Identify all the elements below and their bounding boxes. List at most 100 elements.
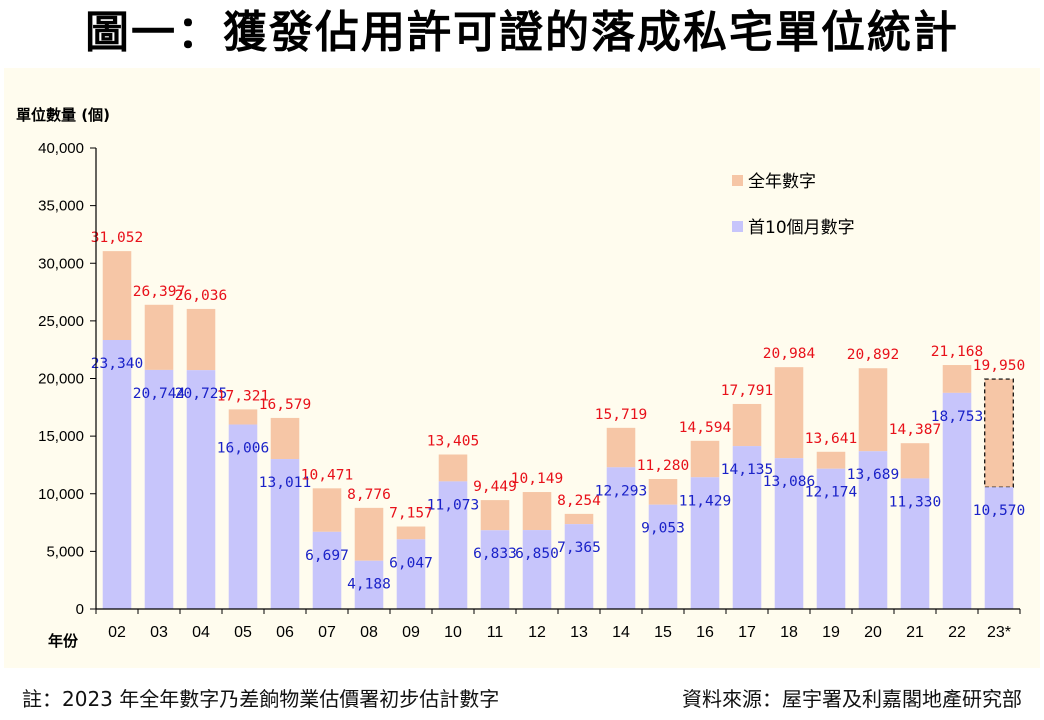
data-label-first-10-months: 13,011 [259,475,311,491]
x-tick-label: 09 [402,624,420,641]
bar-first-10-months [942,392,972,609]
y-tick-label: 0 [76,601,84,618]
bar-first-10-months [396,539,426,609]
bar-first-10-months [564,524,594,609]
data-label-first-10-months: 12,174 [805,485,858,501]
bar-full-year [354,507,384,561]
x-tick-label: 17 [738,624,756,641]
x-tick-label: 05 [234,624,252,641]
data-label-full-year: 20,984 [763,346,816,362]
bar-full-year [312,488,342,532]
bar-full-year [774,367,804,459]
y-tick-label: 15,000 [38,428,84,445]
bar-first-10-months [354,560,384,609]
data-label-full-year: 8,254 [557,493,601,509]
legend-label: 全年數字 [748,172,816,192]
bar-first-10-months [858,451,888,609]
bar-full-year [102,251,132,341]
data-label-first-10-months: 11,073 [427,497,479,513]
data-label-full-year: 31,052 [91,230,143,246]
data-label-full-year: 7,157 [389,506,433,522]
data-label-full-year: 17,791 [721,383,773,399]
data-label-full-year: 14,594 [679,420,732,436]
data-label-first-10-months: 9,053 [641,521,685,537]
bar-chart: 單位數量 (個) 年份 31,052 23,340 26,397 20,744 26,0… [16,106,1025,650]
bar-first-10-months [690,477,720,609]
legend-label: 首10個月數字 [748,218,855,238]
data-label-first-10-months: 18,753 [931,409,983,425]
x-tick-label: 12 [528,624,546,641]
data-label-full-year: 17,321 [217,388,269,404]
bar-full-year [396,526,426,540]
data-label-full-year: 8,776 [347,487,391,503]
bar-first-10-months [144,369,174,609]
bar-full-year [690,440,720,478]
data-label-first-10-months: 6,850 [515,546,559,562]
data-label-first-10-months: 20,744 [133,386,186,402]
chart-panel: 單位數量 (個) 年份 31,052 23,340 26,397 20,744 26,0… [4,68,1040,668]
bar-first-10-months [774,458,804,609]
bar-full-year [144,304,174,370]
data-source: 資料來源：屋宇署及利嘉閣地產研究部 [682,687,1022,711]
y-tick-label: 5,000 [46,543,84,560]
data-label-first-10-months: 23,340 [91,356,143,372]
data-label-first-10-months: 13,086 [763,474,815,490]
data-label-full-year: 16,579 [259,397,311,413]
bar-full-year [648,478,678,505]
page-title: 圖一：獲發佔用許可證的落成私宅單位統計 [85,7,959,58]
y-tick-label: 40,000 [38,140,84,157]
data-label-first-10-months: 12,293 [595,483,647,499]
x-tick-label: 21 [906,624,924,641]
bar-first-10-months [984,487,1014,609]
data-label-first-10-months: 4,188 [347,577,391,593]
bar-full-year [816,451,846,469]
bar-full-year [564,513,594,525]
x-tick-label: 07 [318,624,336,641]
x-tick-label: 20 [864,624,882,641]
data-label-first-10-months: 13,689 [847,467,899,483]
bar-first-10-months [312,531,342,609]
bar-first-10-months [900,478,930,609]
bar-full-year [984,378,1014,488]
data-label-first-10-months: 20,725 [175,386,227,402]
x-tick-label: 18 [780,624,798,641]
bar-full-year [228,409,258,425]
bar-first-10-months [480,530,510,609]
data-label-full-year: 13,641 [805,431,857,447]
data-label-full-year: 13,405 [427,434,479,450]
bar-full-year [270,417,300,460]
y-axis-label: 單位數量 (個) [16,106,110,124]
x-tick-label: 04 [192,624,210,641]
y-tick-label: 35,000 [38,198,84,215]
x-tick-label: 22 [948,624,966,641]
bar-full-year [480,500,510,531]
bar-full-year [942,365,972,393]
bar-full-year [900,443,930,479]
legend-swatch [732,175,743,186]
data-label-full-year: 10,471 [301,467,353,483]
bar-first-10-months [522,530,552,609]
bar-first-10-months [732,446,762,609]
data-label-full-year: 9,449 [473,479,517,495]
y-tick-label: 30,000 [38,255,84,272]
data-label-first-10-months: 16,006 [217,441,269,457]
x-tick-label: 13 [570,624,588,641]
data-label-full-year: 26,397 [133,284,185,300]
x-tick-label: 08 [360,624,378,641]
bar-full-year [606,427,636,468]
data-label-full-year: 14,387 [889,422,941,438]
x-tick-label: 10 [444,624,462,641]
x-tick-label: 11 [487,624,504,641]
bar-first-10-months [816,468,846,609]
data-label-first-10-months: 6,697 [305,548,349,564]
bar-first-10-months [186,370,216,609]
data-label-first-10-months: 6,833 [473,546,517,562]
x-tick-label: 06 [276,624,294,641]
y-tick-label: 10,000 [38,486,84,503]
bar-first-10-months [648,504,678,609]
data-label-full-year: 21,168 [931,344,983,360]
bar-full-year [858,368,888,452]
bar-first-10-months [102,340,132,609]
bar-first-10-months [438,481,468,609]
data-label-first-10-months: 6,047 [389,555,433,571]
